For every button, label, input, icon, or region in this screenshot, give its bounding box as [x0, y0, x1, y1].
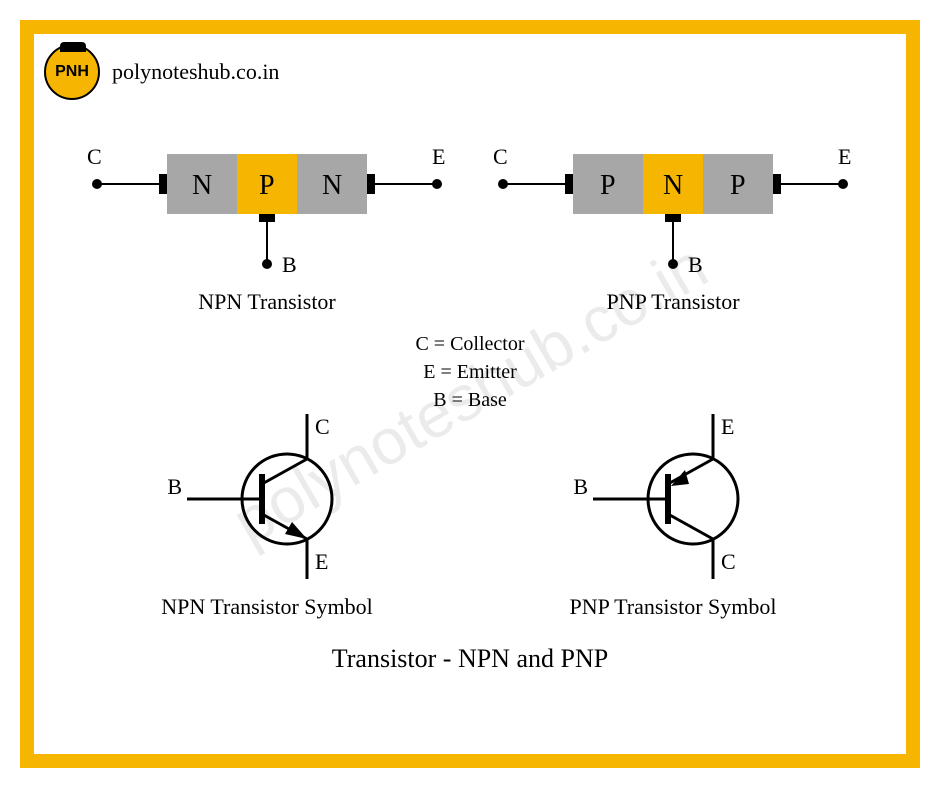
- npn-sym-e: E: [315, 549, 328, 574]
- pnp-layer-2: P: [730, 170, 746, 201]
- pnp-block-caption: PNP Transistor: [606, 289, 740, 314]
- pnp-sym-c: C: [721, 549, 736, 574]
- pnp-block-diagram: C E P N P B PNP Transistor: [483, 124, 863, 324]
- npn-symbol-caption: NPN Transistor Symbol: [161, 594, 373, 619]
- pnp-symbol-caption: PNP Transistor Symbol: [569, 594, 776, 619]
- site-name: polynoteshub.co.in: [112, 59, 279, 85]
- pnp-e-label: E: [838, 144, 851, 169]
- npn-layer-2: N: [322, 170, 342, 201]
- legend-collector: C = Collector: [34, 330, 906, 358]
- legend: C = Collector E = Emitter B = Base: [34, 330, 906, 414]
- pnp-layer-0: P: [600, 170, 616, 201]
- pnp-sym-b: B: [573, 474, 588, 499]
- pnp-layer-1: N: [663, 170, 683, 201]
- pnp-sym-e: E: [721, 414, 734, 439]
- block-row: C E N P N B NPN Transistor: [34, 124, 906, 324]
- header: PNH polynoteshub.co.in: [44, 44, 279, 100]
- pnp-symbol: B E C PNP Transistor Symbol: [493, 404, 853, 624]
- npn-b-label: B: [282, 252, 297, 277]
- npn-layer-0: N: [192, 170, 212, 201]
- npn-block-caption: NPN Transistor: [198, 289, 336, 314]
- npn-symbol: B C E NPN Transistor Symbol: [87, 404, 447, 624]
- pnp-c-label: C: [493, 144, 508, 169]
- npn-c-label: C: [87, 144, 102, 169]
- npn-sym-c: C: [315, 414, 330, 439]
- pnp-b-label: B: [688, 252, 703, 277]
- npn-e-label: E: [432, 144, 445, 169]
- page-title: Transistor - NPN and PNP: [34, 644, 906, 674]
- logo-icon: PNH: [44, 44, 100, 100]
- npn-sym-b: B: [167, 474, 182, 499]
- legend-emitter: E = Emitter: [34, 358, 906, 386]
- symbol-row: B C E NPN Transistor Symbol: [34, 404, 906, 624]
- npn-block-diagram: C E N P N B NPN Transistor: [77, 124, 457, 324]
- npn-layer-1: P: [259, 170, 275, 201]
- content: C E N P N B NPN Transistor: [34, 124, 906, 754]
- frame: PNH polynoteshub.co.in polynoteshub.co.i…: [20, 20, 920, 768]
